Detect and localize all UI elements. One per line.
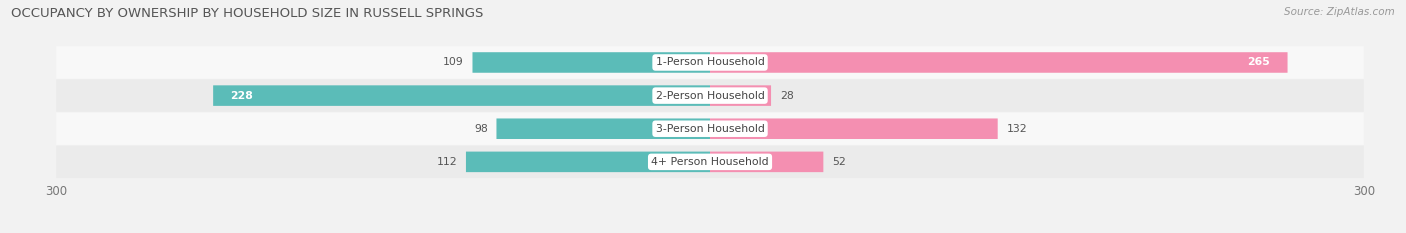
FancyBboxPatch shape	[472, 52, 710, 73]
Text: 98: 98	[474, 124, 488, 134]
Text: Source: ZipAtlas.com: Source: ZipAtlas.com	[1284, 7, 1395, 17]
Text: 228: 228	[231, 91, 253, 101]
Text: 112: 112	[437, 157, 457, 167]
Text: OCCUPANCY BY OWNERSHIP BY HOUSEHOLD SIZE IN RUSSELL SPRINGS: OCCUPANCY BY OWNERSHIP BY HOUSEHOLD SIZE…	[11, 7, 484, 20]
Text: 4+ Person Household: 4+ Person Household	[651, 157, 769, 167]
FancyBboxPatch shape	[710, 85, 770, 106]
FancyBboxPatch shape	[56, 146, 1364, 178]
Text: 132: 132	[1007, 124, 1026, 134]
Text: 3-Person Household: 3-Person Household	[655, 124, 765, 134]
FancyBboxPatch shape	[496, 118, 710, 139]
FancyBboxPatch shape	[56, 46, 1364, 79]
Text: 1-Person Household: 1-Person Household	[655, 58, 765, 68]
FancyBboxPatch shape	[56, 79, 1364, 112]
Text: 2-Person Household: 2-Person Household	[655, 91, 765, 101]
Text: 265: 265	[1247, 58, 1270, 68]
Text: 52: 52	[832, 157, 846, 167]
FancyBboxPatch shape	[56, 113, 1364, 145]
Text: 28: 28	[780, 91, 793, 101]
Legend: Owner-occupied, Renter-occupied: Owner-occupied, Renter-occupied	[596, 230, 824, 233]
FancyBboxPatch shape	[465, 152, 710, 172]
FancyBboxPatch shape	[214, 85, 710, 106]
FancyBboxPatch shape	[710, 152, 824, 172]
FancyBboxPatch shape	[710, 118, 998, 139]
FancyBboxPatch shape	[710, 52, 1288, 73]
Text: 109: 109	[443, 58, 464, 68]
